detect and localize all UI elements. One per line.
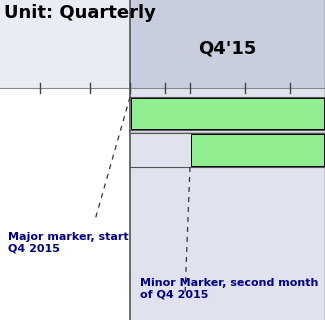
- Text: Unit: Quarterly: Unit: Quarterly: [4, 4, 156, 22]
- Text: Minor Marker, second month
of Q4 2015: Minor Marker, second month of Q4 2015: [140, 278, 318, 300]
- Bar: [130, 88, 325, 320]
- Bar: [0, 88, 130, 320]
- Bar: [130, 0, 325, 88]
- Text: Q4'15: Q4'15: [198, 39, 257, 57]
- Bar: [191, 134, 324, 166]
- Text: Major marker, start
Q4 2015: Major marker, start Q4 2015: [8, 232, 129, 253]
- Bar: [131, 98, 324, 129]
